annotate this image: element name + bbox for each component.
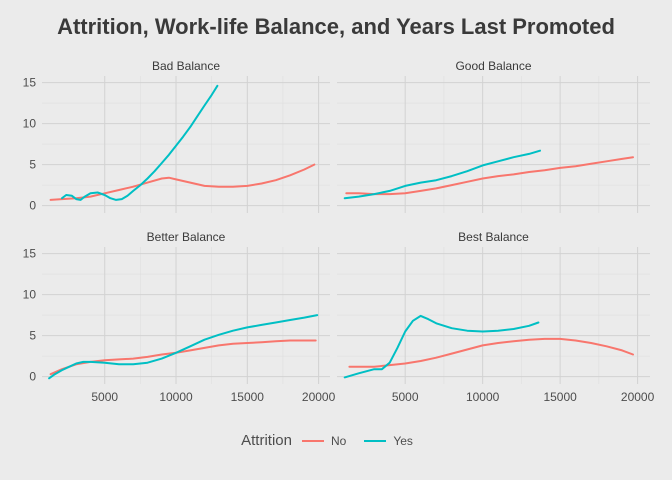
- x-tick-label: 15000: [543, 390, 577, 404]
- y-tick-label: 10: [23, 117, 37, 131]
- panel-label: Better Balance: [147, 230, 226, 244]
- series-line-yes: [61, 84, 219, 201]
- legend-item-no: No: [301, 433, 347, 448]
- chart-title: Attrition, Work-life Balance, and Years …: [57, 14, 615, 39]
- series-line-no: [49, 339, 317, 376]
- y-tick-label: 0: [29, 370, 36, 384]
- panel-label: Best Balance: [458, 230, 529, 244]
- legend-key-no: [301, 439, 324, 442]
- series-line-yes: [343, 149, 541, 200]
- legend-title: Attrition: [241, 432, 292, 449]
- x-tick-label: 10000: [466, 390, 500, 404]
- legend-item-yes: Yes: [364, 434, 413, 448]
- x-tick-label: 20000: [621, 390, 655, 404]
- x-tick-label: 15000: [231, 390, 265, 404]
- x-tick-label: 20000: [302, 390, 336, 404]
- series-line-no: [49, 163, 316, 201]
- legend: Attrition No Yes: [0, 432, 672, 449]
- y-tick-label: 10: [23, 288, 37, 302]
- x-tick-label: 5000: [392, 390, 419, 404]
- panel-label: Bad Balance: [152, 59, 220, 73]
- series-line-no: [345, 156, 634, 196]
- legend-label-no: No: [330, 433, 347, 448]
- y-tick-label: 15: [23, 76, 37, 90]
- series-line-yes: [48, 314, 319, 380]
- y-tick-label: 5: [29, 158, 36, 172]
- x-tick-label: 10000: [159, 390, 193, 404]
- series-line-yes: [343, 314, 540, 379]
- series-line-no: [348, 337, 634, 368]
- legend-key-yes: [364, 439, 387, 442]
- y-tick-label: 0: [29, 199, 36, 213]
- y-tick-label: 5: [29, 329, 36, 343]
- legend-label-yes: Yes: [393, 433, 413, 448]
- y-tick-label: 15: [23, 247, 37, 261]
- x-tick-label: 5000: [91, 390, 118, 404]
- panel-label: Good Balance: [455, 59, 531, 73]
